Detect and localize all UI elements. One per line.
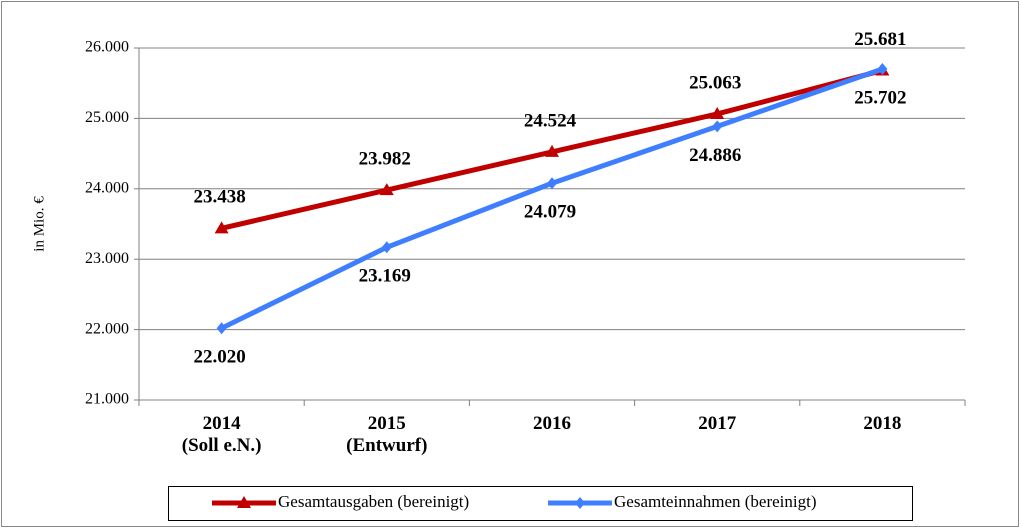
marker — [216, 322, 227, 335]
legend-box — [168, 486, 913, 521]
x-tick-label: 2016 — [533, 413, 571, 434]
y-tick-label: 22.000 — [85, 320, 129, 337]
marker — [575, 497, 585, 509]
marker — [379, 183, 394, 196]
x-tick-label: 2015 (Entwurf) — [346, 413, 428, 456]
y-tick-label: 25.000 — [85, 109, 129, 126]
data-label: 23.982 — [359, 148, 411, 169]
x-tick-label: 2017 — [698, 413, 737, 434]
data-label: 25.681 — [854, 29, 906, 50]
x-tick-label: 2018 — [863, 413, 902, 434]
data-label: 24.524 — [524, 110, 577, 131]
data-label: 24.886 — [689, 145, 741, 166]
legend-label: Gesamteinnahmen (bereinigt) — [614, 492, 817, 511]
y-tick-label: 21.000 — [85, 391, 129, 408]
marker — [237, 496, 251, 508]
data-label: 24.079 — [524, 202, 576, 223]
marker — [877, 62, 888, 75]
y-axis-label: in Mio. € — [31, 196, 47, 252]
x-tick-label: 2014 (Soll e.N.) — [181, 413, 262, 456]
data-label: 23.169 — [359, 266, 411, 287]
marker — [712, 120, 723, 133]
marker — [547, 177, 557, 190]
data-label: 25.702 — [854, 87, 906, 108]
data-label: 25.063 — [689, 72, 741, 93]
marker — [710, 106, 725, 119]
data-label: 23.438 — [193, 187, 245, 208]
y-tick-label: 26.000 — [85, 39, 129, 56]
data-label: 22.020 — [193, 347, 245, 368]
y-tick-label: 24.000 — [85, 179, 129, 196]
marker — [214, 221, 229, 234]
marker — [381, 241, 392, 254]
y-tick-label: 23.000 — [85, 250, 129, 267]
legend-label: Gesamtausgaben (bereinigt) — [278, 492, 469, 511]
marker — [545, 144, 559, 157]
